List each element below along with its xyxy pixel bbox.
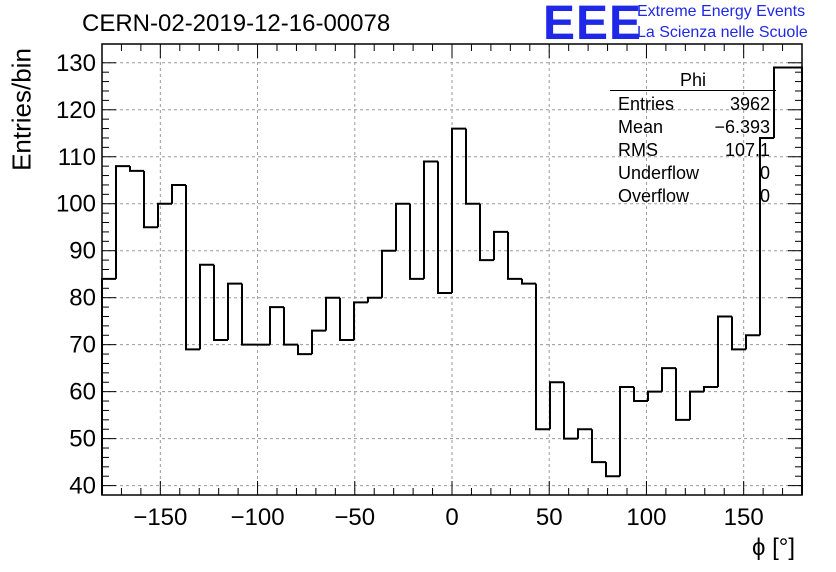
- stats-row-rms: RMS 107.1: [608, 139, 778, 162]
- x-tick-label: 100: [626, 504, 666, 531]
- histogram-bin: [451, 127, 466, 293]
- histogram-bin: [647, 390, 662, 402]
- histogram-bin: [367, 296, 382, 303]
- stats-label: Mean: [618, 117, 664, 137]
- stats-label: RMS: [618, 140, 658, 160]
- histogram-bin: [577, 428, 592, 439]
- histogram-bin: [423, 160, 438, 279]
- histogram-bin: [269, 306, 284, 345]
- histogram-bin: [213, 264, 228, 341]
- histogram-bin: [171, 183, 186, 204]
- histogram-bin: [563, 382, 578, 440]
- stats-value: 0: [759, 163, 770, 183]
- histogram-bin: [773, 66, 788, 138]
- histogram-bin: [689, 390, 704, 420]
- histogram-bin: [157, 202, 172, 228]
- histogram-bin: [717, 315, 732, 387]
- y-tick-label: 90: [69, 238, 96, 265]
- stats-value: 3962: [729, 94, 770, 114]
- x-axis-label: ϕ [°]: [752, 534, 796, 561]
- stats-label: Overflow: [618, 186, 690, 206]
- histogram-bin: [759, 136, 774, 336]
- x-tick-label: 50: [536, 504, 563, 531]
- x-tick-label: 150: [724, 504, 764, 531]
- stats-label: Entries: [618, 94, 675, 114]
- axis-tick-labels: −150 −100 −50 0 50 100 150 40 50 60 70 80 90 100 110 12…: [56, 50, 764, 531]
- histogram-bin: [465, 128, 480, 205]
- histogram-bin: [283, 307, 298, 346]
- x-tick-label: −100: [231, 504, 285, 531]
- logo-subtitle-2: La Scienza nelle Scuole: [637, 24, 808, 41]
- histogram-bin: [521, 278, 536, 285]
- y-tick-label: 120: [56, 97, 96, 124]
- histogram-bin: [788, 66, 803, 495]
- stats-row-entries: Entries 3962: [608, 93, 778, 116]
- y-axis-label: Entries/bin: [6, 48, 37, 171]
- y-tick-label: 110: [58, 144, 96, 171]
- histogram-bin: [395, 202, 410, 251]
- histogram-bin: [297, 344, 312, 356]
- histogram-bin: [143, 170, 158, 229]
- stats-value: 0: [759, 186, 770, 206]
- stats-value: −6.393: [714, 117, 770, 137]
- chart-title: CERN-02-2019-12-16-00078: [82, 10, 391, 37]
- logo-subtitle-1: Extreme Energy Events: [637, 3, 806, 20]
- histogram-bin: [703, 385, 718, 392]
- histogram-bin: [675, 368, 690, 421]
- eee-logo: EEE: [543, 0, 643, 50]
- histogram-bin: [591, 429, 606, 464]
- stats-row-overflow: Overflow 0: [608, 185, 778, 208]
- histogram-bin: [549, 381, 564, 430]
- histogram-bin: [101, 277, 116, 495]
- histogram-bin: [535, 283, 550, 431]
- histogram-bin: [353, 301, 368, 340]
- y-tick-label: 60: [69, 379, 96, 406]
- histogram-bin: [633, 386, 648, 403]
- y-tick-label: 40: [69, 473, 96, 500]
- x-tick-label: −50: [334, 504, 375, 531]
- histogram-bin: [115, 165, 130, 279]
- histogram-bin: [605, 462, 620, 478]
- stats-row-mean: Mean −6.393: [608, 116, 778, 139]
- histogram-bin: [745, 334, 760, 350]
- histogram-bin: [731, 316, 746, 351]
- histogram-bin: [199, 263, 214, 350]
- stats-box: Phi Entries 3962 Mean −6.393 RMS 107.1 U…: [608, 70, 778, 210]
- histogram-bin: [241, 283, 256, 346]
- stats-label: Underflow: [618, 163, 700, 183]
- histogram-bin: [227, 282, 242, 340]
- histogram-bin: [325, 296, 340, 331]
- histogram-bin: [409, 203, 424, 280]
- y-tick-label: 70: [69, 332, 96, 359]
- histogram-bin: [479, 203, 494, 262]
- stats-value: 107.1: [724, 140, 770, 160]
- histogram-bin: [493, 230, 508, 261]
- y-tick-label: 80: [69, 285, 96, 312]
- histogram-bin: [619, 385, 634, 477]
- stats-title: Phi: [679, 70, 706, 90]
- y-tick-label: 100: [56, 191, 96, 218]
- histogram-bin: [437, 161, 452, 294]
- histogram-bin: [507, 231, 522, 280]
- y-tick-label: 130: [56, 50, 96, 77]
- x-tick-label: 0: [445, 504, 458, 531]
- y-tick-label: 50: [69, 426, 96, 453]
- stats-divider: [610, 90, 776, 91]
- histogram-bin: [311, 329, 326, 355]
- histogram-bin: [661, 367, 676, 392]
- axis-ticks: [101, 44, 803, 495]
- histogram-bin: [185, 184, 200, 351]
- histogram-bin: [129, 166, 144, 172]
- stats-row-underflow: Underflow 0: [608, 162, 778, 185]
- histogram-bin: [381, 249, 396, 298]
- histogram-bin: [339, 297, 354, 341]
- x-tick-label: −150: [133, 504, 187, 531]
